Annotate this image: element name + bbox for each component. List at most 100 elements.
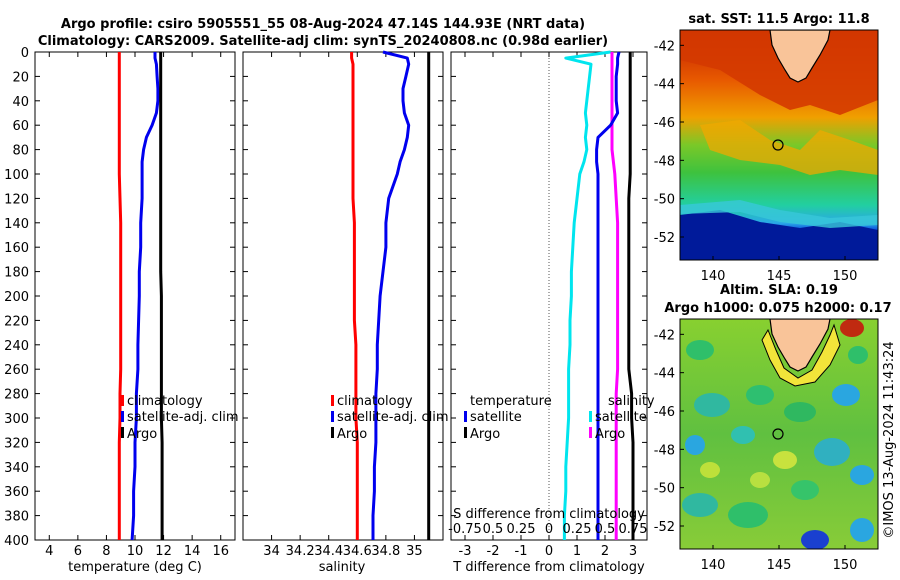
x-tick-label: -2 [487, 544, 500, 559]
depth-tick-label: 80 [12, 144, 29, 159]
depth-tick-label: 60 [12, 119, 29, 134]
temperature-panel: 4 6 8 10 12 14 16 temperature (deg C) climatol… [34, 51, 239, 575]
x-tick-label: 16 [212, 544, 229, 559]
map-y-tick-label: -44 [654, 78, 675, 93]
map-y-tick-label: -46 [654, 405, 675, 420]
difference-legend-salinity-header: salinity [608, 394, 655, 409]
difference-legend-temp-satellite: satellite [470, 410, 522, 425]
depth-tick-label: 160 [4, 241, 29, 256]
depth-tick-label: 180 [4, 266, 29, 281]
sla-map-title-line2: Argo h1000: 0.075 h2000: 0.17 [664, 301, 891, 316]
x-tick-label: 0 [545, 544, 553, 559]
map-x-tick-label: 140 [701, 269, 726, 284]
sst-map [680, 30, 878, 260]
x-tick-label: 34 [263, 544, 280, 559]
series-line-argo [159, 52, 164, 540]
map-y-tick-label: -42 [654, 328, 675, 343]
x-tick-label: 34.4 [314, 544, 343, 559]
series-line-satellite-adj-clim [371, 50, 411, 540]
figure-title-line2: Climatology: CARS2009. Satellite-adj cli… [38, 34, 608, 49]
depth-tick-label: 260 [4, 363, 29, 378]
x2-tick-label: 0.5 [483, 522, 504, 537]
sst-map-axes: 140 145 150 -42 -44 -46 -48 -50 -52 [654, 39, 858, 284]
x-tick-label: 35 [406, 544, 423, 559]
sst-cyan-band [680, 200, 878, 228]
map-y-tick-label: -52 [654, 520, 675, 535]
depth-tick-label: 300 [4, 412, 29, 427]
map-y-tick-label: -50 [654, 482, 675, 497]
series-line-salinity-argo [595, 51, 621, 540]
map-y-tick-label: -44 [654, 367, 675, 382]
map-y-tick-label: -42 [654, 39, 675, 54]
difference-legend-sal-satellite: satellite [595, 410, 647, 425]
map-y-tick-label: -48 [654, 154, 675, 169]
series-line-temperature-satellite [562, 50, 611, 540]
temperature-xlabel: temperature (deg C) [68, 560, 202, 575]
map-x-tick-label: 145 [767, 558, 792, 573]
difference-legend-temperature-header: temperature [470, 394, 552, 409]
temperature-legend-argo: Argo [127, 427, 157, 442]
x-tick-label: 1 [573, 544, 581, 559]
depth-tick-label: 140 [4, 217, 29, 232]
temperature-legend-climatology: climatology [127, 394, 203, 409]
salinity-legend-argo: Argo [337, 427, 367, 442]
sla-eddies [682, 319, 874, 549]
depth-tick-label: 360 [4, 485, 29, 500]
depth-tick-label: 240 [4, 339, 29, 354]
difference-x2label: S difference from climatology [453, 507, 645, 522]
x2-tick-label: 0.75 [619, 522, 648, 537]
depth-tick-label: 220 [4, 314, 29, 329]
x2-tick-label: 0.5 [595, 522, 616, 537]
argo-float-marker-sst [772, 139, 784, 151]
salinity-legend-climatology: climatology [337, 394, 413, 409]
x-tick-label: 34.8 [371, 544, 400, 559]
map-x-tick-label: 150 [833, 558, 858, 573]
x-tick-label: 6 [74, 544, 82, 559]
difference-legend-sal-argo: Argo [595, 427, 625, 442]
depth-tick-label: 380 [4, 510, 29, 525]
depth-tick-label: 40 [12, 95, 29, 110]
salinity-axes-box [242, 51, 444, 541]
series-line-climatology [117, 52, 123, 540]
x-tick-label: 4 [45, 544, 53, 559]
x2-tick-label: -0.75 [448, 522, 482, 537]
series-line-climatology [350, 52, 359, 540]
map-x-tick-label: 140 [701, 558, 726, 573]
map-y-tick-label: -46 [654, 116, 675, 131]
depth-tick-label: 280 [4, 388, 29, 403]
series-line-salinity-satellite [610, 52, 620, 540]
x2-tick-label: 0.25 [563, 522, 592, 537]
temperature-legend: climatology satellite-adj. clim Argo [121, 394, 239, 442]
salinity-legend: climatology satellite-adj. clim Argo [331, 394, 449, 442]
difference-legend: temperature salinity satellite Argo sate… [464, 394, 655, 442]
depth-tick-label: 340 [4, 461, 29, 476]
sst-map-title: sat. SST: 11.5 Argo: 11.8 [688, 12, 869, 27]
x-tick-label: 10 [127, 544, 144, 559]
difference-panel: -3 -2 -1 0 1 2 3 T difference from climatology… [448, 50, 655, 575]
sst-cool-band [680, 210, 878, 260]
salinity-xlabel: salinity [319, 560, 366, 575]
difference-legend-temp-argo: Argo [470, 427, 500, 442]
x2-tick-label: 0.25 [507, 522, 536, 537]
sst-warm-patch [680, 30, 878, 115]
sla-map [680, 319, 878, 549]
depth-axis-labels: 0 20 40 60 80 100 120 140 160 180 200 220 240 260 280 3… [4, 46, 29, 549]
salinity-panel: 34 34.2 34.4 34.6 34.8 35 salinity climatolog… [242, 50, 449, 575]
map-x-tick-label: 145 [767, 269, 792, 284]
map-x-tick-label: 150 [833, 269, 858, 284]
depth-tick-label: 200 [4, 290, 29, 305]
x-tick-label: -3 [459, 544, 472, 559]
depth-tick-label: 20 [12, 70, 29, 85]
tasmania-land-sst [769, 30, 831, 83]
depth-tick-label: 400 [4, 534, 29, 549]
x-tick-label: 3 [629, 544, 637, 559]
tasmania-land-sla [769, 319, 831, 372]
depth-tick-label: 0 [21, 46, 29, 61]
x-tick-label: 2 [601, 544, 609, 559]
temperature-legend-satellite: satellite-adj. clim [127, 410, 239, 425]
imos-credit: ©IMOS 13-Aug-2024 11:43:24 [882, 341, 897, 538]
difference-xlabel: T difference from climatology [452, 560, 645, 575]
x-tick-label: 8 [102, 544, 110, 559]
x2-tick-label: 0 [545, 522, 553, 537]
